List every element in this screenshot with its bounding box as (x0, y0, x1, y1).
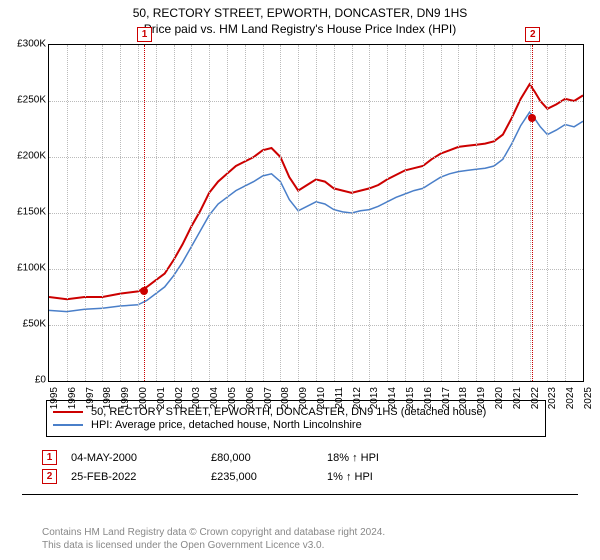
legend-label: 50, RECTORY STREET, EPWORTH, DONCASTER, … (91, 406, 486, 418)
legend-swatch (53, 424, 83, 426)
attribution: Contains HM Land Registry data © Crown c… (42, 526, 385, 552)
legend-box: 50, RECTORY STREET, EPWORTH, DONCASTER, … (46, 400, 546, 437)
legend-item: HPI: Average price, detached house, Nort… (53, 419, 539, 431)
marker-number-box: 1 (137, 27, 152, 42)
attribution-line1: Contains HM Land Registry data © Crown c… (42, 526, 385, 539)
sales-list: 1 04-MAY-2000 £80,000 18% ↑ HPI 2 25-FEB… (42, 446, 397, 488)
sale-pct-vs-hpi: 18% ↑ HPI (327, 452, 397, 464)
y-axis-tick-label: £250K (0, 95, 46, 106)
y-axis-tick-label: £0 (0, 375, 46, 386)
chart-plot-area: 1995199619971998199920002001200220032004… (48, 44, 584, 382)
title-subtitle: Price paid vs. HM Land Registry's House … (0, 22, 600, 36)
marker-vline (144, 45, 145, 381)
marker-dot (140, 287, 148, 295)
y-axis-tick-label: £200K (0, 151, 46, 162)
marker-dot (528, 114, 536, 122)
attribution-line2: This data is licensed under the Open Gov… (42, 539, 385, 552)
sale-date: 25-FEB-2022 (71, 471, 211, 483)
legend-item: 50, RECTORY STREET, EPWORTH, DONCASTER, … (53, 406, 539, 418)
y-axis-tick-label: £150K (0, 207, 46, 218)
sale-marker-number: 2 (42, 469, 57, 484)
sale-row: 2 25-FEB-2022 £235,000 1% ↑ HPI (42, 469, 397, 484)
y-axis-tick-label: £50K (0, 319, 46, 330)
sale-price: £235,000 (211, 471, 327, 483)
sale-row: 1 04-MAY-2000 £80,000 18% ↑ HPI (42, 450, 397, 465)
separator-line (22, 494, 578, 495)
sale-price: £80,000 (211, 452, 327, 464)
marker-vline (532, 45, 533, 381)
marker-number-box: 2 (525, 27, 540, 42)
legend-label: HPI: Average price, detached house, Nort… (91, 419, 362, 431)
legend-swatch (53, 411, 83, 413)
sale-marker-number: 1 (42, 450, 57, 465)
title-address: 50, RECTORY STREET, EPWORTH, DONCASTER, … (0, 6, 600, 20)
sale-date: 04-MAY-2000 (71, 452, 211, 464)
y-axis-tick-label: £100K (0, 263, 46, 274)
sale-pct-vs-hpi: 1% ↑ HPI (327, 471, 397, 483)
y-axis-tick-label: £300K (0, 39, 46, 50)
